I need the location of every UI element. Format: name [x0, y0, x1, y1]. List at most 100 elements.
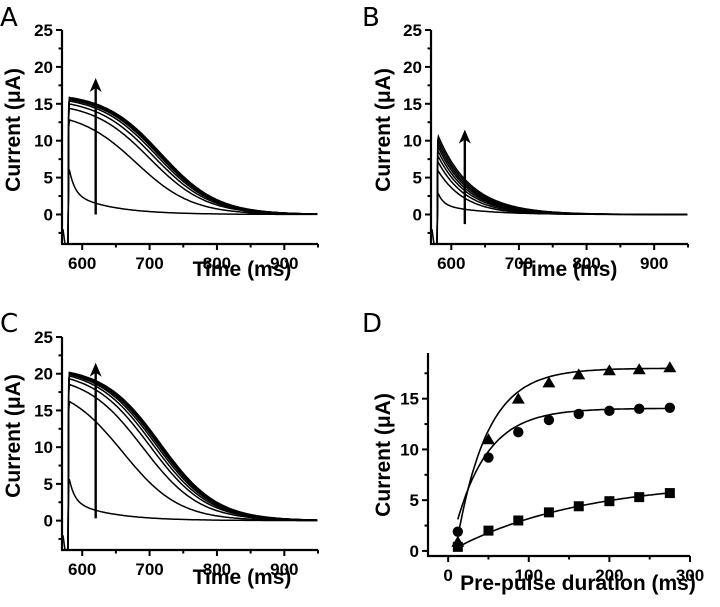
panel-c: C 0 5 10 15 20 25 600 700 800 900 Time (ms) Curre…: [0, 309, 319, 589]
current-trace-a-5: [67, 100, 318, 245]
triangle-marker: [572, 368, 586, 380]
circle-marker: [483, 452, 494, 463]
x-tick-label-b: 600: [437, 254, 465, 273]
y-tick-label-a: 5: [44, 169, 53, 188]
axes-b: 0 5 10 15 20 25 600 700 800 900: [403, 21, 689, 273]
x-tick-label-d: 200: [595, 566, 623, 585]
y-tick-label-a: 10: [34, 132, 53, 151]
x-tick-label-c: 600: [68, 560, 96, 579]
circle-marker: [664, 402, 676, 414]
arrow-c: [89, 362, 102, 519]
y-tick-label-a: 0: [44, 205, 53, 224]
current-trace-c-5: [67, 374, 318, 551]
x-tick-label-a: 600: [68, 254, 96, 273]
circle-marker: [513, 426, 524, 438]
x-tick-label-b: 700: [505, 254, 533, 273]
panel-letter-d: D: [362, 309, 382, 339]
arrow-head-c: [89, 362, 102, 377]
circle-marker: [634, 403, 645, 415]
x-tick-label-d: 0: [443, 566, 452, 585]
square-marker: [513, 515, 524, 526]
axis-lines-d: [426, 353, 690, 558]
y-tick-label-d: 5: [410, 491, 419, 510]
y-tick-label-b: 20: [403, 58, 422, 77]
triangle-marker: [542, 376, 556, 388]
y-tick-label-c: 5: [44, 475, 53, 494]
markers-d: [451, 361, 677, 552]
prepulse-transient-c: [62, 535, 66, 551]
panel-b: B 0 5 10 15 20 25 600 700 800 900 Time (ms) Curre…: [362, 3, 689, 281]
triangle-marker: [663, 361, 677, 373]
y-tick-label-c: 15: [34, 401, 53, 420]
square-marker: [664, 488, 675, 499]
y-tick-label-b: 25: [403, 21, 422, 40]
circle-marker: [452, 526, 464, 537]
prepulse-transient-a: [62, 229, 66, 245]
square-marker: [573, 501, 584, 512]
current-trace-b-2: [436, 169, 688, 245]
current-trace-c-7: [67, 372, 318, 551]
y-tick-label-d: 10: [400, 440, 419, 459]
y-axis-title-d: Current (μA): [372, 393, 395, 517]
y-tick-label-b: 0: [413, 205, 422, 224]
current-trace-c-3: [67, 383, 318, 551]
panel-letter-b: B: [362, 3, 380, 33]
current-trace-a-2: [67, 119, 318, 245]
current-trace-b-1: [436, 193, 688, 245]
x-tick-label-a: 800: [203, 254, 231, 273]
circle-marker: [604, 405, 615, 417]
x-tick-label-c: 900: [270, 560, 298, 579]
square-marker: [483, 525, 494, 536]
y-tick-label-b: 5: [413, 169, 422, 188]
square-marker: [543, 507, 554, 518]
y-tick-label-c: 25: [34, 328, 53, 347]
y-tick-label-a: 20: [34, 58, 53, 77]
triangle-marker: [511, 392, 525, 404]
arrow-a: [89, 77, 102, 215]
y-tick-label-c: 0: [44, 512, 53, 531]
x-tick-label-b: 800: [572, 254, 600, 273]
current-trace-b-9: [436, 133, 688, 245]
circle-marker: [573, 408, 584, 420]
x-tick-label-d: 300: [676, 566, 704, 585]
current-trace-c-9: [67, 371, 318, 551]
square-marker: [634, 492, 645, 503]
axis-lines-c: [60, 337, 318, 552]
y-tick-label-c: 20: [34, 365, 53, 384]
current-trace-c-8: [67, 372, 318, 551]
axes-a: 0 5 10 15 20 25 600 700 800 900: [34, 21, 319, 273]
x-axis-title-d: Pre-pulse duration (ms): [460, 572, 696, 595]
y-tick-label-d: 15: [400, 390, 419, 409]
square-marker: [604, 496, 615, 507]
current-trace-c-2: [67, 400, 318, 551]
square-marker: [452, 541, 463, 552]
y-tick-label-a: 15: [34, 95, 53, 114]
circle-marker: [543, 414, 555, 426]
triangle-marker: [602, 364, 616, 376]
x-axis-title-b: Time (ms): [519, 258, 618, 281]
y-tick-label-a: 25: [34, 21, 53, 40]
y-tick-label-c: 10: [34, 438, 53, 457]
current-trace-c-6: [67, 373, 318, 551]
current-trace-a-8: [67, 97, 318, 245]
x-axis-title-c: Time (ms): [193, 566, 292, 589]
x-tick-label-a: 700: [135, 254, 163, 273]
traces-c: [62, 371, 318, 551]
traces-b: [431, 133, 688, 245]
x-tick-label-c: 700: [135, 560, 163, 579]
x-tick-label-b: 900: [640, 254, 668, 273]
y-axis-title-c: Current (μA): [2, 374, 25, 498]
current-trace-a-9: [67, 96, 318, 245]
panel-letter-a: A: [0, 3, 18, 33]
y-axis-title-b: Current (μA): [372, 68, 395, 192]
current-trace-a-7: [67, 98, 318, 245]
arrow-b: [458, 129, 471, 225]
triangle-marker: [481, 433, 495, 445]
axis-lines-a: [60, 30, 318, 246]
axes-c: 0 5 10 15 20 25 600 700 800 900: [34, 328, 319, 579]
current-trace-a-4: [67, 103, 318, 245]
current-trace-a-1: [67, 168, 318, 245]
arrow-head-a: [89, 77, 102, 92]
y-axis-title-a: Current (μA): [2, 68, 25, 192]
